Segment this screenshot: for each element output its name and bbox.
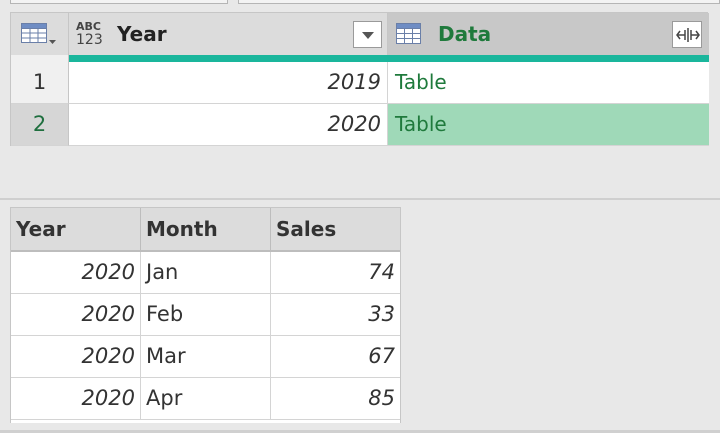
preview-cell-month: Jan — [141, 252, 271, 294]
preview-cell-sales: 85 — [271, 378, 400, 420]
column-header-year[interactable]: ABC 123 Year — [69, 13, 388, 55]
column-label-year: Year — [117, 22, 167, 46]
cell-data-table-link[interactable]: Table — [388, 62, 709, 104]
preview-splitter[interactable] — [0, 198, 720, 200]
table-preview-pane: Year Month Sales 2020 Jan 74 2020 Feb 33… — [10, 207, 401, 423]
preview-cell-year: 2020 — [11, 294, 141, 336]
preview-cell-sales: 33 — [271, 294, 400, 336]
preview-cell-sales: 74 — [271, 252, 400, 294]
preview-cell-year: 2020 — [11, 378, 141, 420]
preview-cell-year: 2020 — [11, 252, 141, 294]
preview-header-sales: Sales — [271, 208, 400, 252]
query-grid: ABC 123 Year Data — [10, 12, 709, 146]
column-header-data[interactable]: Data — [388, 13, 709, 55]
preview-cell-month: Mar — [141, 336, 271, 378]
expand-arrows-icon — [676, 28, 700, 42]
column-label-data: Data — [438, 22, 492, 46]
filter-dropdown-button[interactable] — [353, 21, 382, 48]
preview-cell-month: Apr — [141, 378, 271, 420]
table-type-icon — [396, 23, 421, 44]
type-text-top: ABC — [76, 20, 101, 33]
tab-stub-left — [10, 0, 228, 4]
row-number[interactable]: 1 — [11, 62, 69, 104]
cell-data-table-link-selected[interactable]: Table — [388, 104, 709, 146]
type-text-bottom: 123 — [76, 32, 103, 48]
table-menu-button[interactable] — [11, 13, 69, 55]
column-quality-bar-data — [388, 55, 709, 62]
expand-column-button[interactable] — [672, 21, 702, 48]
abc-123-type-icon[interactable]: ABC 123 — [76, 20, 106, 48]
preview-header-year: Year — [11, 208, 141, 252]
row-number-selected[interactable]: 2 — [11, 104, 69, 146]
preview-cell-sales: 67 — [271, 336, 400, 378]
column-quality-bar-year — [69, 55, 388, 62]
table-menu-icon — [21, 23, 56, 44]
cell-year[interactable]: 2019 — [69, 62, 388, 104]
preview-header-month: Month — [141, 208, 271, 252]
tab-stub-right — [238, 0, 720, 4]
preview-cell-year: 2020 — [11, 336, 141, 378]
preview-cell-month: Feb — [141, 294, 271, 336]
bottom-edge — [0, 430, 720, 433]
cell-year[interactable]: 2020 — [69, 104, 388, 146]
chevron-down-icon — [362, 32, 374, 39]
corner-spacer — [11, 55, 69, 62]
